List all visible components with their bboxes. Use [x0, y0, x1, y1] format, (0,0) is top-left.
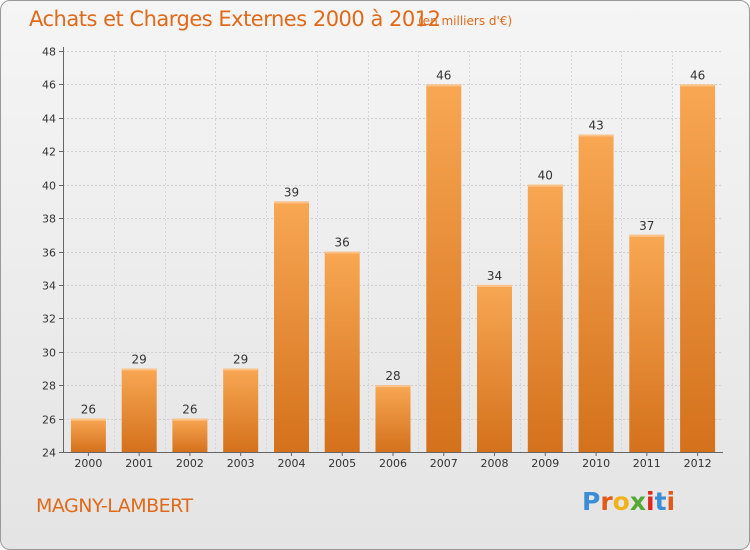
logo-letter: x: [629, 487, 646, 516]
bar-highlight: [527, 184, 563, 187]
y-tick-label: 28: [42, 380, 56, 393]
bar-2009: [527, 184, 563, 452]
value-label: 28: [385, 369, 400, 383]
bar-highlight: [375, 385, 411, 388]
bar-highlight: [223, 368, 259, 371]
y-tick-label: 34: [42, 280, 56, 293]
bar-2002: [172, 418, 208, 452]
value-label: 43: [588, 119, 603, 133]
y-tick-label: 36: [42, 247, 56, 260]
value-label: 29: [233, 353, 248, 367]
x-tick-label: 2000: [74, 457, 102, 470]
bar-2000: [70, 418, 106, 452]
y-tick-label: 40: [42, 180, 56, 193]
bar-2008: [477, 284, 512, 452]
bar-highlight: [274, 201, 309, 204]
x-tick-label: 2003: [227, 457, 255, 470]
bar-2011: [629, 234, 665, 452]
y-tick-label: 42: [42, 146, 56, 159]
bar-2003: [223, 368, 259, 452]
logo-letter: o: [612, 487, 630, 516]
bar-2005: [324, 251, 360, 452]
bar-highlight: [70, 418, 106, 421]
y-tick-label: 48: [42, 46, 56, 59]
value-label: 26: [81, 403, 96, 417]
value-label: 37: [639, 219, 654, 233]
value-label: 26: [182, 403, 197, 417]
bar-highlight: [680, 84, 716, 87]
value-label: 29: [132, 353, 147, 367]
bar-2012: [680, 84, 716, 453]
x-tick-label: 2002: [176, 457, 204, 470]
x-tick-label: 2011: [633, 457, 661, 470]
x-tick-label: 2009: [531, 457, 559, 470]
value-label: 34: [487, 269, 502, 283]
y-tick-label: 46: [42, 79, 56, 92]
bar-2010: [578, 134, 614, 452]
y-tick-label: 24: [42, 447, 56, 460]
x-tick-label: 2005: [328, 457, 356, 470]
bar-2004: [274, 201, 309, 452]
y-tick-label: 38: [42, 213, 56, 226]
bar-highlight: [578, 134, 614, 137]
x-tick-label: 2012: [684, 457, 712, 470]
commune-name: MAGNY-LAMBERT: [36, 495, 193, 517]
y-tick-label: 44: [42, 113, 56, 126]
bar-2007: [426, 84, 462, 453]
bars: [70, 84, 716, 453]
value-label: 36: [335, 236, 350, 250]
bar-highlight: [477, 284, 512, 287]
bar-2001: [121, 368, 157, 452]
value-label: 39: [284, 185, 299, 199]
value-label: 46: [690, 68, 705, 82]
y-tick-label: 32: [42, 313, 56, 326]
logo-letter: t: [654, 487, 667, 516]
logo-letter: r: [600, 487, 613, 516]
chart-unit-label: (en milliers d'€): [418, 14, 513, 28]
chart-title: Achats et Charges Externes 2000 à 2012: [29, 7, 441, 31]
proxiti-logo: Proxiti: [582, 487, 675, 516]
y-tick-label: 26: [42, 414, 56, 427]
logo-letter: P: [582, 487, 601, 516]
bar-2006: [375, 385, 411, 452]
x-tick-label: 2008: [481, 457, 509, 470]
logo-letter: i: [666, 487, 676, 516]
bar-highlight: [629, 234, 665, 237]
bar-highlight: [121, 368, 157, 371]
axes: [59, 47, 723, 456]
bar-highlight: [426, 84, 462, 87]
x-tick-label: 2001: [125, 457, 153, 470]
y-tick-label: 30: [42, 347, 56, 360]
x-tick-label: 2010: [582, 457, 610, 470]
value-label: 46: [436, 68, 451, 82]
x-tick-label: 2004: [278, 457, 306, 470]
value-label: 40: [538, 169, 553, 183]
x-tick-label: 2007: [430, 457, 458, 470]
bar-highlight: [324, 251, 360, 254]
x-tick-label: 2006: [379, 457, 407, 470]
logo-letter: i: [646, 487, 655, 516]
bar-highlight: [172, 418, 208, 421]
labels: 24 26 28 30 32 34 36 38 40 42 44 46 48 26 2000 29 2001 26…: [42, 46, 712, 471]
